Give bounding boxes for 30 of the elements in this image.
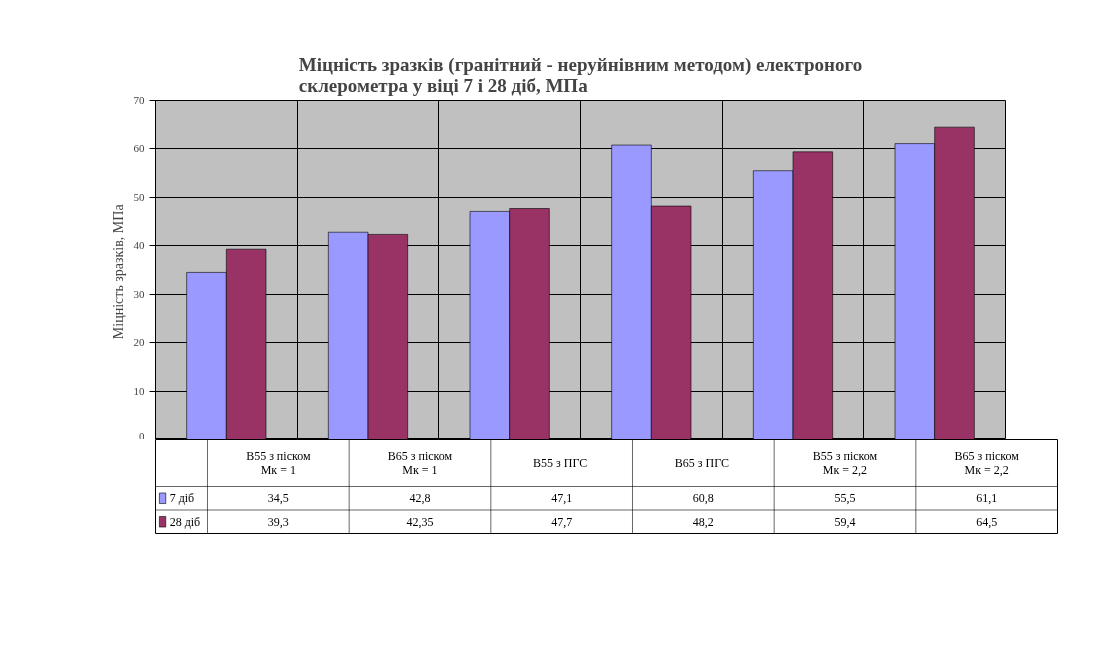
x-tick-label: B55 з ПГС — [533, 456, 588, 470]
data-label: 47,7 — [551, 514, 573, 529]
y-tick-label: 60 — [133, 142, 145, 155]
data-label: 60,8 — [692, 491, 714, 506]
data-label: 64,5 — [976, 514, 998, 529]
legend-label: 28 діб — [169, 514, 201, 529]
y-tick-label: 20 — [133, 336, 145, 349]
y-tick-label: 50 — [133, 190, 145, 203]
x-tick-label: B65 з ПГС — [674, 456, 729, 470]
y-tick-label: 30 — [133, 287, 145, 300]
legend-label: 7 діб — [169, 491, 195, 506]
data-label: 61,1 — [976, 491, 998, 506]
y-axis-title: Міцність зразків, МПа — [110, 203, 126, 340]
y-tick-label: 40 — [133, 239, 145, 252]
y-tick-label: 0 — [139, 429, 145, 442]
x-tick-label: B65 з піском Мк = 1 — [387, 449, 453, 477]
x-tick-label: B55 з піском Мк = 1 — [246, 449, 311, 477]
chart-title: Міцність зразків (гранітний - неруйнівним методом) електроного склерометра у віці 7 і 28 діб, МПа — [298, 53, 863, 96]
x-tick-label: B55 з піском Мк = 2,2 — [812, 449, 878, 477]
data-label: 48,2 — [692, 514, 714, 529]
data-label: 42,8 — [409, 491, 431, 506]
data-label: 55,5 — [834, 491, 856, 506]
data-label: 34,5 — [267, 491, 289, 506]
data-label: 59,4 — [834, 514, 856, 529]
data-label: 47,1 — [551, 491, 573, 506]
y-tick-label: 70 — [133, 94, 145, 106]
data-label: 42,35 — [406, 514, 434, 529]
y-tick-label: 10 — [133, 384, 145, 397]
x-tick-label: B65 з піском Мк = 2,2 — [954, 449, 1020, 477]
data-label: 39,3 — [267, 514, 289, 529]
